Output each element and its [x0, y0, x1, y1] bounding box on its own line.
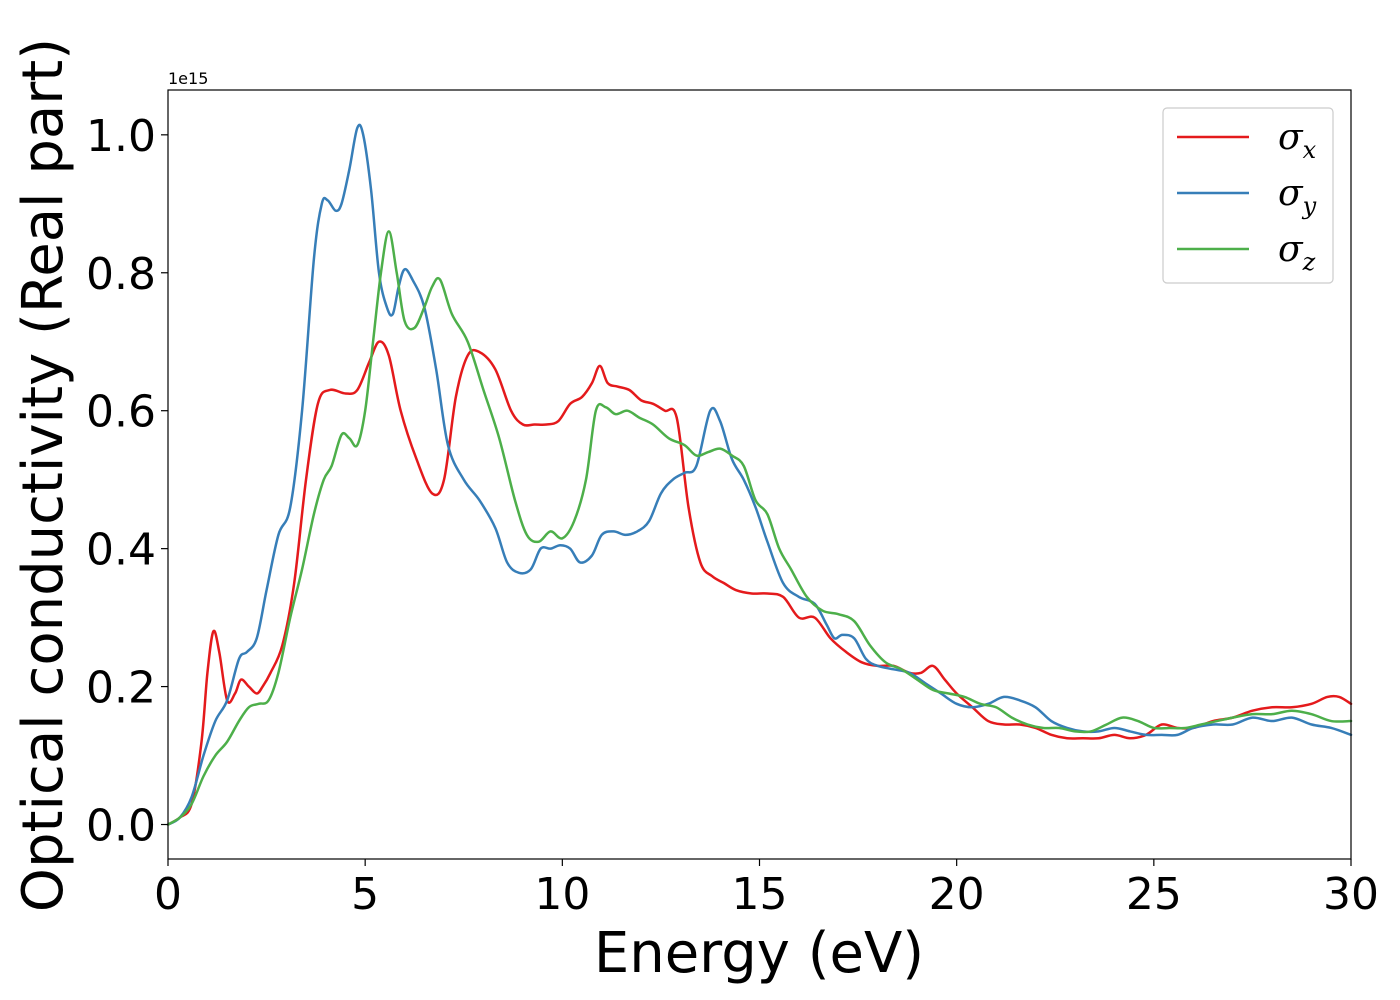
x-tick-label: 20	[929, 869, 985, 920]
y-offset-label: 1e15	[168, 69, 208, 88]
y-tick-label: 1.0	[86, 111, 156, 162]
x-axis-title: Energy (eV)	[594, 921, 924, 986]
x-tick-label: 15	[732, 869, 788, 920]
y-tick-label: 0.8	[86, 249, 156, 300]
x-tick-label: 25	[1126, 869, 1182, 920]
plot-area: 0 5 10 15 20 25 30 0.0 0.2 0.4 0.6 0.8 1.0	[86, 89, 1379, 920]
y-axis-ticks: 0.0 0.2 0.4 0.6 0.8 1.0	[86, 111, 168, 852]
y-tick-label: 0.2	[86, 663, 156, 714]
x-tick-label: 10	[534, 869, 590, 920]
x-tick-label: 5	[351, 869, 379, 920]
y-tick-label: 0.0	[86, 801, 156, 852]
x-axis-ticks: 0 5 10 15 20 25 30	[154, 859, 1379, 920]
series-layer	[166, 123, 1353, 826]
y-tick-label: 0.4	[86, 525, 156, 576]
series-line-sigma-y	[166, 123, 1353, 826]
x-tick-label: 30	[1323, 869, 1379, 920]
y-axis-title: Optical conductivity (Real part)	[11, 38, 76, 912]
y-tick-label: 0.6	[86, 387, 156, 438]
series-line-sigma-x	[166, 340, 1353, 826]
legend-frame	[1162, 107, 1334, 284]
series-line-sigma-z	[166, 230, 1353, 826]
x-tick-label: 0	[154, 869, 182, 920]
